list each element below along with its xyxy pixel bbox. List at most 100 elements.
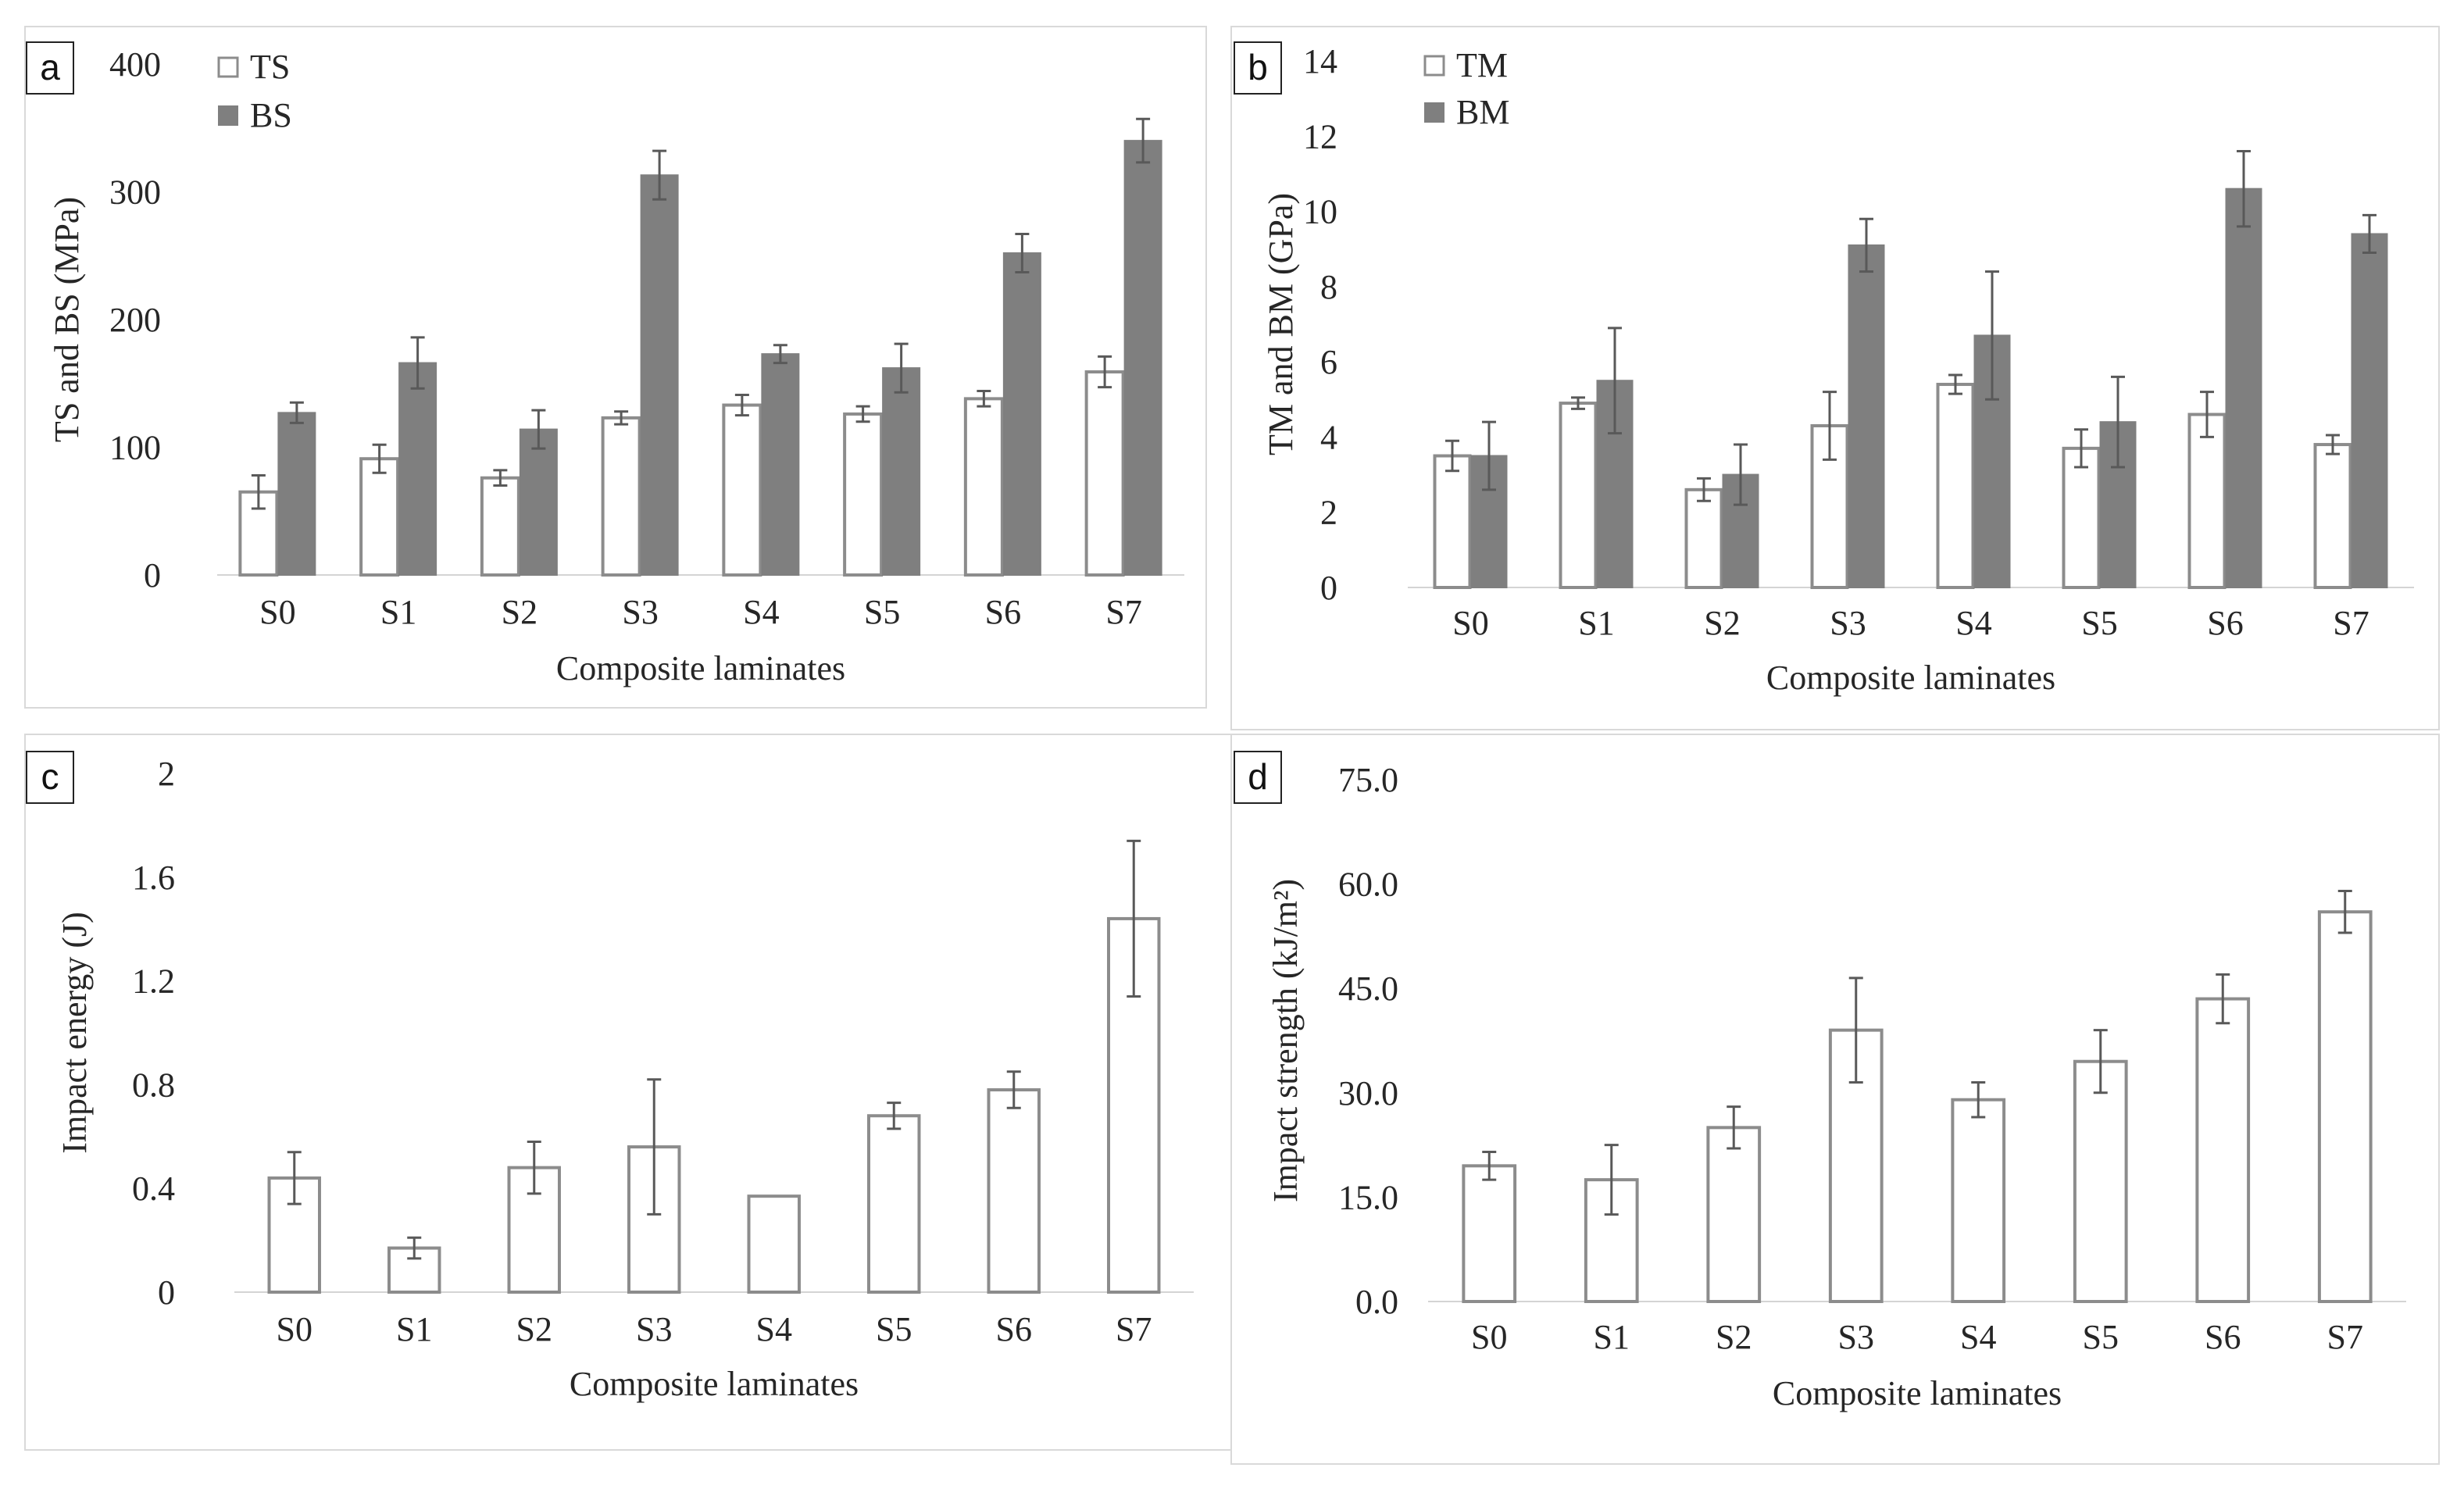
panel-letter: a (40, 47, 60, 87)
x-tick-label: S2 (1704, 604, 1740, 642)
x-tick-label: S6 (985, 593, 1021, 631)
x-tick-label: S1 (380, 593, 416, 631)
x-tick-label: S7 (1116, 1310, 1152, 1348)
chart-panel-a: a 0 100 200 300 400 S0 S1 S2 S3 S4 S5 S6 S7 TS BS Compos… (24, 26, 1207, 709)
chart-panel-c: c 0 0.4 0.8 1.2 1.6 2 S0 S1 S2 S3 S4 S5 S6 S7 Composite… (24, 734, 1232, 1451)
y-tick-label: 400 (109, 45, 161, 84)
x-tick-label: S2 (502, 593, 537, 631)
x-tick-label: S6 (996, 1310, 1032, 1348)
y-tick-label: 75.0 (1338, 761, 1398, 799)
bar-tm-s5 (2062, 446, 2101, 589)
y-tick-label: 0.0 (1355, 1283, 1398, 1321)
bar-impact-strength-s0 (1462, 1164, 1517, 1303)
bar-ts-s4 (722, 403, 762, 577)
y-tick-label: 60.0 (1338, 866, 1398, 904)
y-tick-label: 1.2 (132, 962, 175, 1001)
x-tick-label: S7 (2327, 1318, 2363, 1356)
x-axis-title: Composite laminates (570, 1365, 859, 1403)
bar-bm-s7 (2351, 233, 2388, 588)
bar-bm-s6 (2225, 187, 2262, 589)
legend-label: TS (250, 48, 290, 86)
x-tick-label: S5 (864, 593, 900, 631)
bar-bs-s2 (519, 428, 558, 576)
panel-border (24, 734, 1232, 1451)
legend-label: BM (1456, 93, 1509, 131)
legend-swatch (218, 105, 238, 126)
x-tick-label: S2 (516, 1310, 552, 1348)
y-tick-label: 2 (1320, 494, 1337, 532)
y-tick-label: 14 (1303, 42, 1337, 80)
y-tick-label: 8 (1320, 268, 1337, 306)
y-tick-label: 2 (158, 755, 175, 793)
y-tick-label: 10 (1303, 193, 1337, 231)
bar-ts-s2 (480, 476, 520, 577)
bar-ts-s6 (963, 397, 1004, 577)
chart-panel-d: d 0.0 15.0 30.0 45.0 60.0 75.0 S0 S1 S2 S3 S4 S5 S6 S7… (1230, 734, 2440, 1465)
y-tick-label: 100 (109, 429, 161, 467)
y-tick-label: 0 (1320, 569, 1337, 607)
y-tick-label: 4 (1320, 418, 1337, 456)
y-tick-label: 200 (109, 301, 161, 339)
bar-impact-energy-s4 (747, 1194, 801, 1294)
panel-border (1230, 26, 2440, 730)
x-tick-label: S5 (876, 1310, 912, 1348)
legend-swatch (217, 56, 239, 78)
bar-ts-s5 (843, 412, 884, 577)
x-tick-label: S3 (636, 1310, 672, 1348)
panel-letter-box (1234, 41, 1282, 95)
x-tick-label: S1 (1578, 604, 1614, 642)
bar-tm-s0 (1433, 454, 1472, 589)
x-axis-title: Composite laminates (1773, 1374, 2062, 1412)
bar-bs-s4 (761, 353, 800, 576)
x-tick-label: S0 (1471, 1318, 1507, 1356)
y-axis-title: Impact strength (kJ/m²) (1266, 879, 1305, 1202)
panel-border (1230, 734, 2440, 1465)
x-tick-label: S4 (1960, 1318, 1996, 1356)
bar-impact-strength-s2 (1706, 1126, 1762, 1304)
x-tick-label: S2 (1716, 1318, 1752, 1356)
panel-letter: d (1248, 756, 1268, 797)
legend-label: TM (1456, 46, 1508, 84)
x-tick-label: S5 (2083, 1318, 2119, 1356)
y-axis-title: TM and BM (GPa) (1262, 193, 1300, 455)
panel-letter: c (41, 756, 59, 797)
y-tick-label: 0 (158, 1273, 175, 1312)
bar-tm-s3 (1810, 423, 1849, 589)
bar-ts-s1 (359, 457, 400, 577)
x-tick-label: S3 (1830, 604, 1866, 642)
y-tick-label: 12 (1303, 117, 1337, 155)
bar-tm-s6 (2187, 412, 2227, 589)
y-tick-label: 15.0 (1338, 1178, 1398, 1216)
x-tick-label: S0 (259, 593, 295, 631)
y-tick-label: 300 (109, 173, 161, 212)
legend-swatch (1423, 55, 1445, 77)
bar-bs-s3 (640, 174, 679, 576)
bar-impact-energy-s6 (987, 1088, 1041, 1294)
y-tick-label: 1.6 (132, 859, 175, 897)
y-tick-label: 0.4 (132, 1169, 175, 1208)
y-tick-label: 30.0 (1338, 1074, 1398, 1112)
bar-tm-s4 (1936, 383, 1975, 589)
bar-bs-s6 (1002, 252, 1041, 576)
panel-letter-box (26, 41, 74, 95)
bar-impact-energy-s5 (867, 1114, 921, 1294)
bar-ts-s3 (601, 416, 641, 577)
y-tick-label: 6 (1320, 343, 1337, 381)
x-tick-label: S6 (2207, 604, 2243, 642)
panel-letter-box (26, 751, 74, 804)
bar-impact-strength-s6 (2195, 997, 2251, 1304)
bar-ts-s7 (1084, 370, 1125, 577)
bar-tm-s7 (2313, 443, 2352, 589)
y-tick-label: 0 (144, 556, 161, 595)
x-axis-title: Composite laminates (1766, 659, 2055, 697)
x-tick-label: S1 (1594, 1318, 1630, 1356)
x-tick-label: S6 (2205, 1318, 2241, 1356)
y-tick-label: 45.0 (1338, 969, 1398, 1008)
legend-swatch (1424, 102, 1444, 123)
x-tick-label: S3 (622, 593, 658, 631)
x-tick-label: S7 (1105, 593, 1141, 631)
bar-bs-s5 (882, 367, 921, 576)
x-axis-title: Composite laminates (556, 649, 845, 687)
x-tick-label: S0 (1452, 604, 1488, 642)
